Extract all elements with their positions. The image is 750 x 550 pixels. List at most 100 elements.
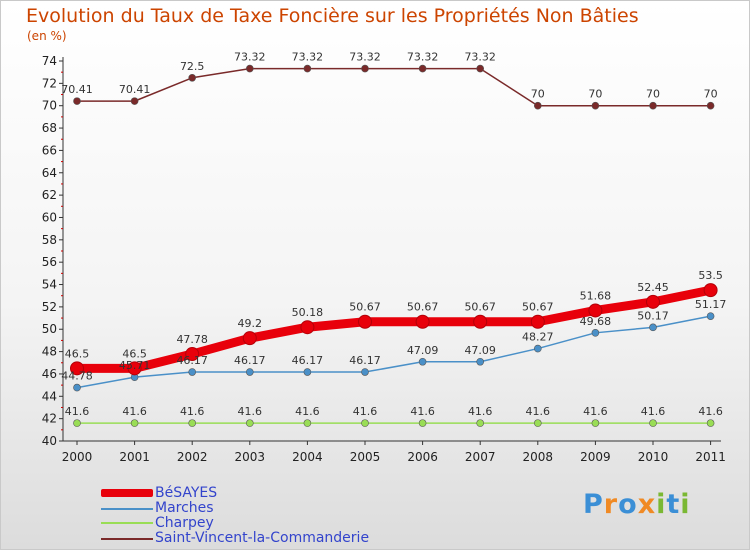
y-tick-label: 58 <box>42 233 57 247</box>
x-tick-label: 2007 <box>465 450 496 464</box>
data-point-b-sayes <box>473 314 488 329</box>
data-point-marches <box>73 383 81 392</box>
data-label-saint-vincent-la-commanderie: 70 <box>704 88 718 101</box>
data-label-b-sayes: 46.5 <box>122 347 147 360</box>
y-tick-label: 66 <box>42 143 57 157</box>
data-point-saint-vincent-la-commanderie <box>706 101 715 110</box>
data-label-charpey: 41.6 <box>641 405 666 418</box>
data-label-marches: 46.17 <box>176 354 208 367</box>
x-tick-label: 2003 <box>235 450 266 464</box>
x-tick-label: 2004 <box>292 450 323 464</box>
x-tick-label: 2000 <box>62 450 93 464</box>
data-label-saint-vincent-la-commanderie: 70 <box>531 88 545 101</box>
data-point-marches <box>418 357 427 366</box>
data-point-b-sayes <box>185 347 200 362</box>
data-point-marches <box>188 368 196 376</box>
data-label-b-sayes: 46.5 <box>65 347 90 360</box>
data-point-b-sayes <box>530 314 545 329</box>
data-point-saint-vincent-la-commanderie <box>476 64 485 73</box>
data-point-saint-vincent-la-commanderie <box>73 97 81 105</box>
data-point-charpey <box>246 419 254 427</box>
y-tick-label: 52 <box>42 300 57 314</box>
unit-label: (en %) <box>27 29 67 43</box>
data-point-saint-vincent-la-commanderie <box>418 64 427 73</box>
data-label-saint-vincent-la-commanderie: 73.32 <box>349 51 381 64</box>
logo-letter: t <box>666 489 681 520</box>
x-tick-label: 2006 <box>407 450 438 464</box>
legend-swatch-besayes <box>101 489 153 497</box>
data-point-marches <box>706 312 715 320</box>
data-point-charpey <box>188 419 196 427</box>
data-label-saint-vincent-la-commanderie: 72.5 <box>180 60 205 73</box>
data-point-b-sayes <box>646 294 660 309</box>
data-label-b-sayes: 53.5 <box>698 269 723 282</box>
series-line-saint-vincent-la-commanderie <box>76 67 712 107</box>
x-tick-label: 2002 <box>177 450 208 464</box>
data-label-charpey: 41.6 <box>295 405 320 418</box>
logo-letter: o <box>618 489 638 520</box>
data-label-charpey: 41.6 <box>65 405 90 418</box>
y-tick-label: 50 <box>42 322 57 336</box>
data-label-saint-vincent-la-commanderie: 70.41 <box>119 83 151 96</box>
legend-label-besayes: BéSAYES <box>155 485 218 501</box>
data-point-charpey <box>73 419 81 427</box>
data-point-b-sayes <box>415 314 430 329</box>
data-point-saint-vincent-la-commanderie <box>188 73 196 82</box>
data-label-b-sayes: 51.68 <box>580 289 612 302</box>
y-tick-label: 62 <box>42 188 57 202</box>
data-label-marches: 47.09 <box>464 344 496 357</box>
data-label-saint-vincent-la-commanderie: 73.32 <box>407 51 439 64</box>
data-point-charpey <box>533 419 542 427</box>
y-tick-label: 68 <box>42 121 57 135</box>
data-label-b-sayes: 50.67 <box>522 301 554 314</box>
logo-letter: P <box>583 489 604 520</box>
data-label-marches: 50.17 <box>637 309 669 322</box>
data-point-marches <box>476 357 485 366</box>
data-label-b-sayes: 50.67 <box>407 301 439 314</box>
y-tick-label: 60 <box>42 210 57 224</box>
data-point-saint-vincent-la-commanderie <box>246 64 254 73</box>
data-point-saint-vincent-la-commanderie <box>649 101 657 110</box>
data-point-b-sayes <box>358 314 372 329</box>
data-label-marches: 46.17 <box>234 354 266 367</box>
y-tick-label: 56 <box>42 255 57 269</box>
data-point-marches <box>361 368 369 376</box>
data-point-b-sayes <box>300 320 315 335</box>
data-label-saint-vincent-la-commanderie: 73.32 <box>464 51 496 64</box>
data-point-charpey <box>303 419 312 427</box>
x-tick-label: 2010 <box>638 450 669 464</box>
legend-swatch-saint-vincent <box>101 538 153 540</box>
data-label-marches: 51.17 <box>695 298 727 311</box>
data-point-b-sayes <box>703 283 718 298</box>
data-label-saint-vincent-la-commanderie: 70 <box>646 88 660 101</box>
data-label-charpey: 41.6 <box>526 405 551 418</box>
data-point-charpey <box>649 419 657 427</box>
data-label-charpey: 41.6 <box>353 405 378 418</box>
data-point-b-sayes <box>127 361 142 376</box>
data-point-marches <box>303 368 312 376</box>
legend-label-saint-vincent: Saint-Vincent-la-Commanderie <box>155 530 370 546</box>
data-label-marches: 46.17 <box>349 354 381 367</box>
data-point-b-sayes <box>588 303 603 318</box>
data-label-saint-vincent-la-commanderie: 73.32 <box>234 51 266 64</box>
data-label-marches: 48.27 <box>522 331 554 344</box>
y-tick-label: 46 <box>42 367 57 381</box>
data-label-saint-vincent-la-commanderie: 70 <box>588 88 602 101</box>
data-point-saint-vincent-la-commanderie <box>361 64 369 73</box>
legend-label-charpey: Charpey <box>155 515 214 531</box>
y-tick-label: 42 <box>42 412 57 426</box>
data-point-charpey <box>476 419 485 427</box>
legend-swatch-charpey <box>101 522 153 524</box>
data-label-charpey: 41.6 <box>410 405 435 418</box>
data-label-marches: 46.17 <box>292 354 324 367</box>
logo-letter: i <box>656 489 667 520</box>
data-label-b-sayes: 50.67 <box>464 301 496 314</box>
data-point-saint-vincent-la-commanderie <box>533 101 542 110</box>
y-tick-label: 70 <box>42 99 57 113</box>
data-label-saint-vincent-la-commanderie: 73.32 <box>292 51 324 64</box>
x-tick-label: 2011 <box>695 450 726 464</box>
y-tick-label: 48 <box>42 345 57 359</box>
data-label-charpey: 41.6 <box>122 405 147 418</box>
data-point-marches <box>649 323 657 332</box>
